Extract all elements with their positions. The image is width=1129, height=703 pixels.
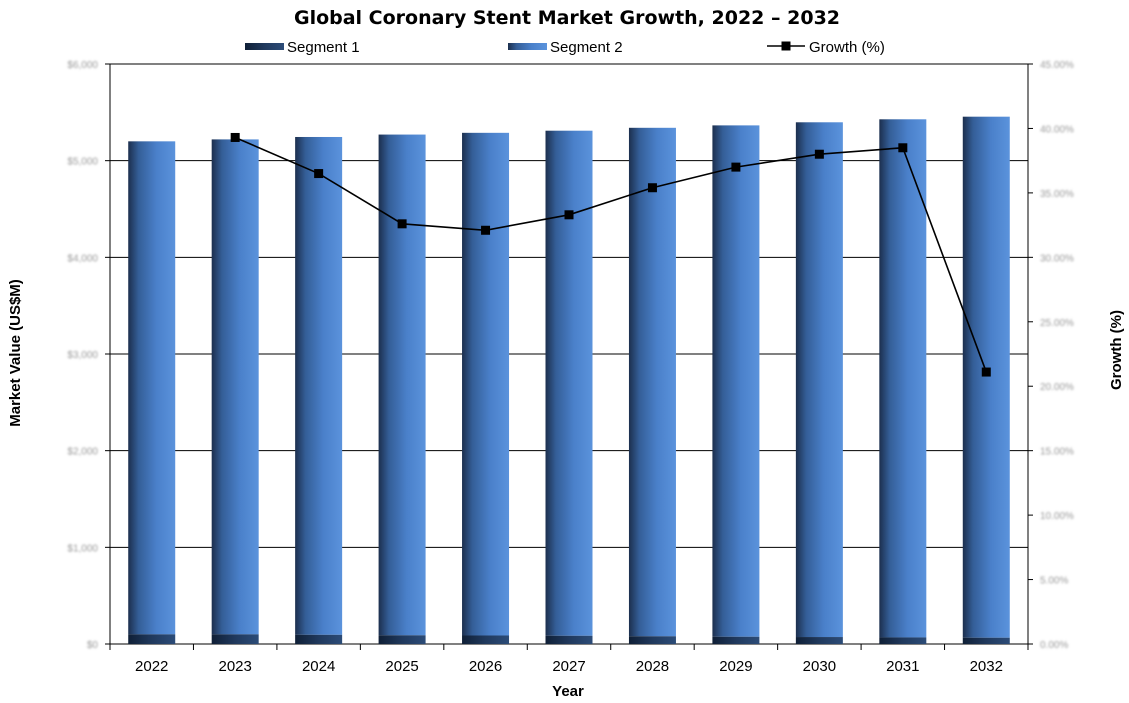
x-tick-label: 2023 (218, 658, 251, 675)
bar-segment-2 (879, 119, 927, 638)
bar-segment-2 (962, 116, 1010, 638)
bar-segment-1 (962, 637, 1010, 644)
growth-marker (981, 367, 991, 377)
x-tick-label: 2024 (302, 658, 335, 675)
legend-label: Growth (%) (809, 39, 885, 56)
growth-marker (230, 132, 240, 142)
bar-segment-2 (128, 141, 176, 635)
legend-swatch (508, 43, 547, 50)
growth-marker (731, 162, 741, 172)
x-axis-label: Year (552, 683, 584, 700)
x-tick-label: 2028 (636, 658, 669, 675)
y2-tick-label: 40.00% (1040, 124, 1074, 135)
bar-segment-1 (462, 635, 510, 644)
bar-segment-1 (712, 636, 760, 644)
bar-segment-2 (795, 122, 843, 638)
growth-line (230, 132, 991, 377)
x-tick-label: 2030 (803, 658, 836, 675)
x-tick-label: 2026 (469, 658, 502, 675)
x-tick-label: 2025 (385, 658, 418, 675)
growth-marker (397, 219, 407, 229)
y-tick-label: $1,000 (67, 543, 98, 554)
legend-item: Segment 1 (245, 39, 360, 56)
legend: Segment 1 Segment 2 Growth (%) (245, 39, 885, 56)
bars (128, 116, 1010, 644)
x-tick-label: 2032 (970, 658, 1003, 675)
bar-segment-1 (128, 634, 176, 644)
bar-segment-2 (545, 130, 593, 636)
y2-axis-label: Growth (%) (1108, 310, 1125, 390)
y2-tick-label: 25.00% (1040, 318, 1074, 329)
legend-label: Segment 1 (287, 39, 360, 56)
bar-segment-2 (378, 134, 426, 636)
x-tick-label: 2029 (719, 658, 752, 675)
legend-label: Segment 2 (550, 39, 623, 56)
y2-tick-label: 5.00% (1040, 576, 1068, 587)
chart-title: Global Coronary Stent Market Growth, 202… (294, 7, 840, 29)
bar-segment-1 (795, 637, 843, 644)
y-tick-label: $3,000 (67, 350, 98, 361)
x-tick-label: 2031 (886, 658, 919, 675)
y2-tick-label: 10.00% (1040, 511, 1074, 522)
bar-segment-1 (628, 636, 676, 644)
y2-tick-label: 0.00% (1040, 640, 1068, 651)
bar-segment-2 (211, 139, 259, 635)
legend-item: Segment 2 (508, 39, 623, 56)
growth-marker (564, 210, 574, 220)
y2-tick-label: 20.00% (1040, 382, 1074, 393)
y2-tick-label: 15.00% (1040, 447, 1074, 458)
y2-tick-label: 45.00% (1040, 60, 1074, 71)
y-tick-label: $0 (87, 640, 99, 651)
x-tick-label: 2022 (135, 658, 168, 675)
growth-marker (481, 225, 491, 235)
growth-marker (898, 143, 908, 153)
y-tick-label: $6,000 (67, 60, 98, 71)
bar-segment-1 (211, 634, 259, 644)
y-tick-label: $2,000 (67, 447, 98, 458)
axes: $0 $1,000 $2,000 $3,000 $4,000 $5,000 $6,000 0.… (67, 60, 1074, 675)
growth-marker (647, 183, 657, 193)
legend-marker (781, 41, 791, 51)
y2-tick-label: 30.00% (1040, 253, 1074, 264)
growth-marker (814, 149, 824, 159)
y2-tick-label: 35.00% (1040, 189, 1074, 200)
y-tick-label: $4,000 (67, 253, 98, 264)
x-tick-label: 2027 (552, 658, 585, 675)
bar-segment-2 (628, 127, 676, 637)
legend-item: Growth (%) (767, 39, 885, 56)
growth-marker (314, 169, 324, 179)
bar-segment-2 (462, 132, 510, 636)
bar-segment-1 (879, 637, 927, 644)
y-axis-label: Market Value (US$M) (7, 279, 24, 427)
bar-segment-1 (545, 635, 593, 644)
bar-segment-2 (712, 125, 760, 637)
bar-segment-1 (295, 634, 343, 644)
legend-swatch (245, 43, 284, 50)
bar-segment-2 (295, 136, 343, 635)
bar-segment-1 (378, 635, 426, 644)
growth-line-path (234, 136, 988, 373)
y-tick-label: $5,000 (67, 157, 98, 168)
